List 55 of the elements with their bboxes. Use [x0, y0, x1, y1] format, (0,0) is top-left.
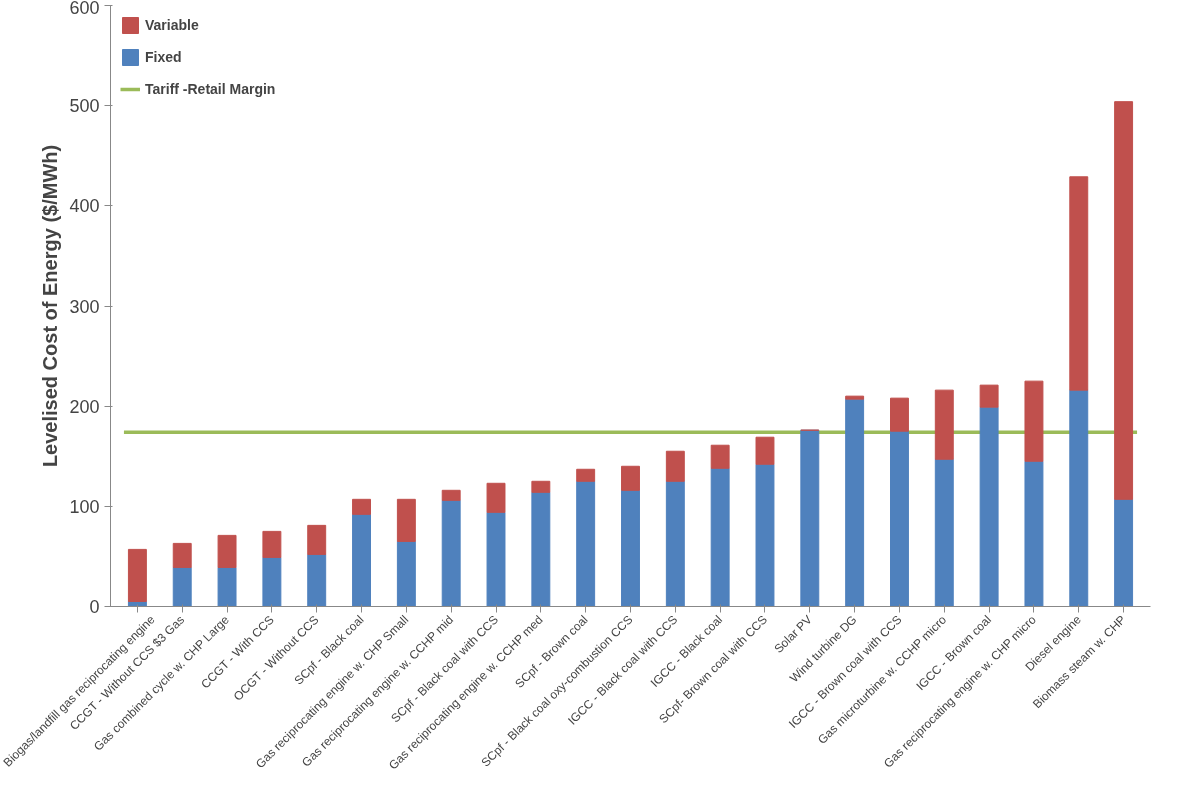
bar: [845, 398, 865, 607]
bar: [845, 395, 865, 400]
bar: [1114, 101, 1134, 500]
bar: [262, 556, 282, 607]
bar: [621, 465, 640, 491]
bar: [1069, 176, 1089, 391]
bar: [934, 389, 954, 460]
y-tick-label: 600: [69, 0, 100, 18]
bar: [217, 534, 237, 568]
bar: [800, 429, 820, 607]
y-tick-label: 200: [69, 396, 100, 417]
bar: [486, 511, 506, 607]
bar: [979, 406, 999, 607]
y-tick-label: 100: [69, 496, 100, 517]
y-tick-label: 300: [69, 296, 100, 317]
bar: [307, 524, 327, 555]
bar: [710, 467, 730, 607]
bar: [710, 444, 730, 469]
bar: [441, 489, 461, 501]
bar: [890, 430, 909, 607]
bar: [755, 436, 775, 465]
bar: [665, 450, 685, 482]
bar: [531, 491, 551, 607]
y-tick-label: 0: [89, 597, 100, 617]
bar: [441, 499, 461, 607]
bar: [307, 553, 327, 607]
bar: [172, 566, 192, 607]
bar: [486, 482, 506, 513]
legend-label: Tariff -Retail Margin: [145, 81, 276, 97]
bar: [1069, 389, 1089, 607]
y-tick-label: 500: [69, 96, 100, 117]
bar: [352, 513, 371, 607]
bar: [934, 458, 954, 607]
bar: [396, 540, 416, 607]
bar: [172, 542, 192, 568]
bar: [396, 498, 416, 542]
legend-label: Fixed: [145, 49, 182, 65]
bar: [1024, 380, 1044, 462]
bar: [217, 566, 237, 607]
bar: [979, 384, 999, 408]
y-axis-title: Levelised Cost of Energy ($/MWh): [39, 144, 62, 468]
bar: [531, 480, 551, 493]
bar: [890, 397, 909, 432]
bar: [576, 480, 596, 607]
bar: [352, 498, 371, 515]
bar: [1024, 460, 1044, 607]
bar: [665, 480, 685, 607]
bar: [755, 463, 775, 607]
bar: [621, 489, 640, 607]
legend-label: Variable: [145, 17, 199, 33]
bar: [262, 530, 282, 558]
bar: [127, 548, 147, 602]
y-tick-label: 400: [69, 196, 100, 217]
bar: [1114, 498, 1134, 607]
bar: [576, 468, 596, 482]
